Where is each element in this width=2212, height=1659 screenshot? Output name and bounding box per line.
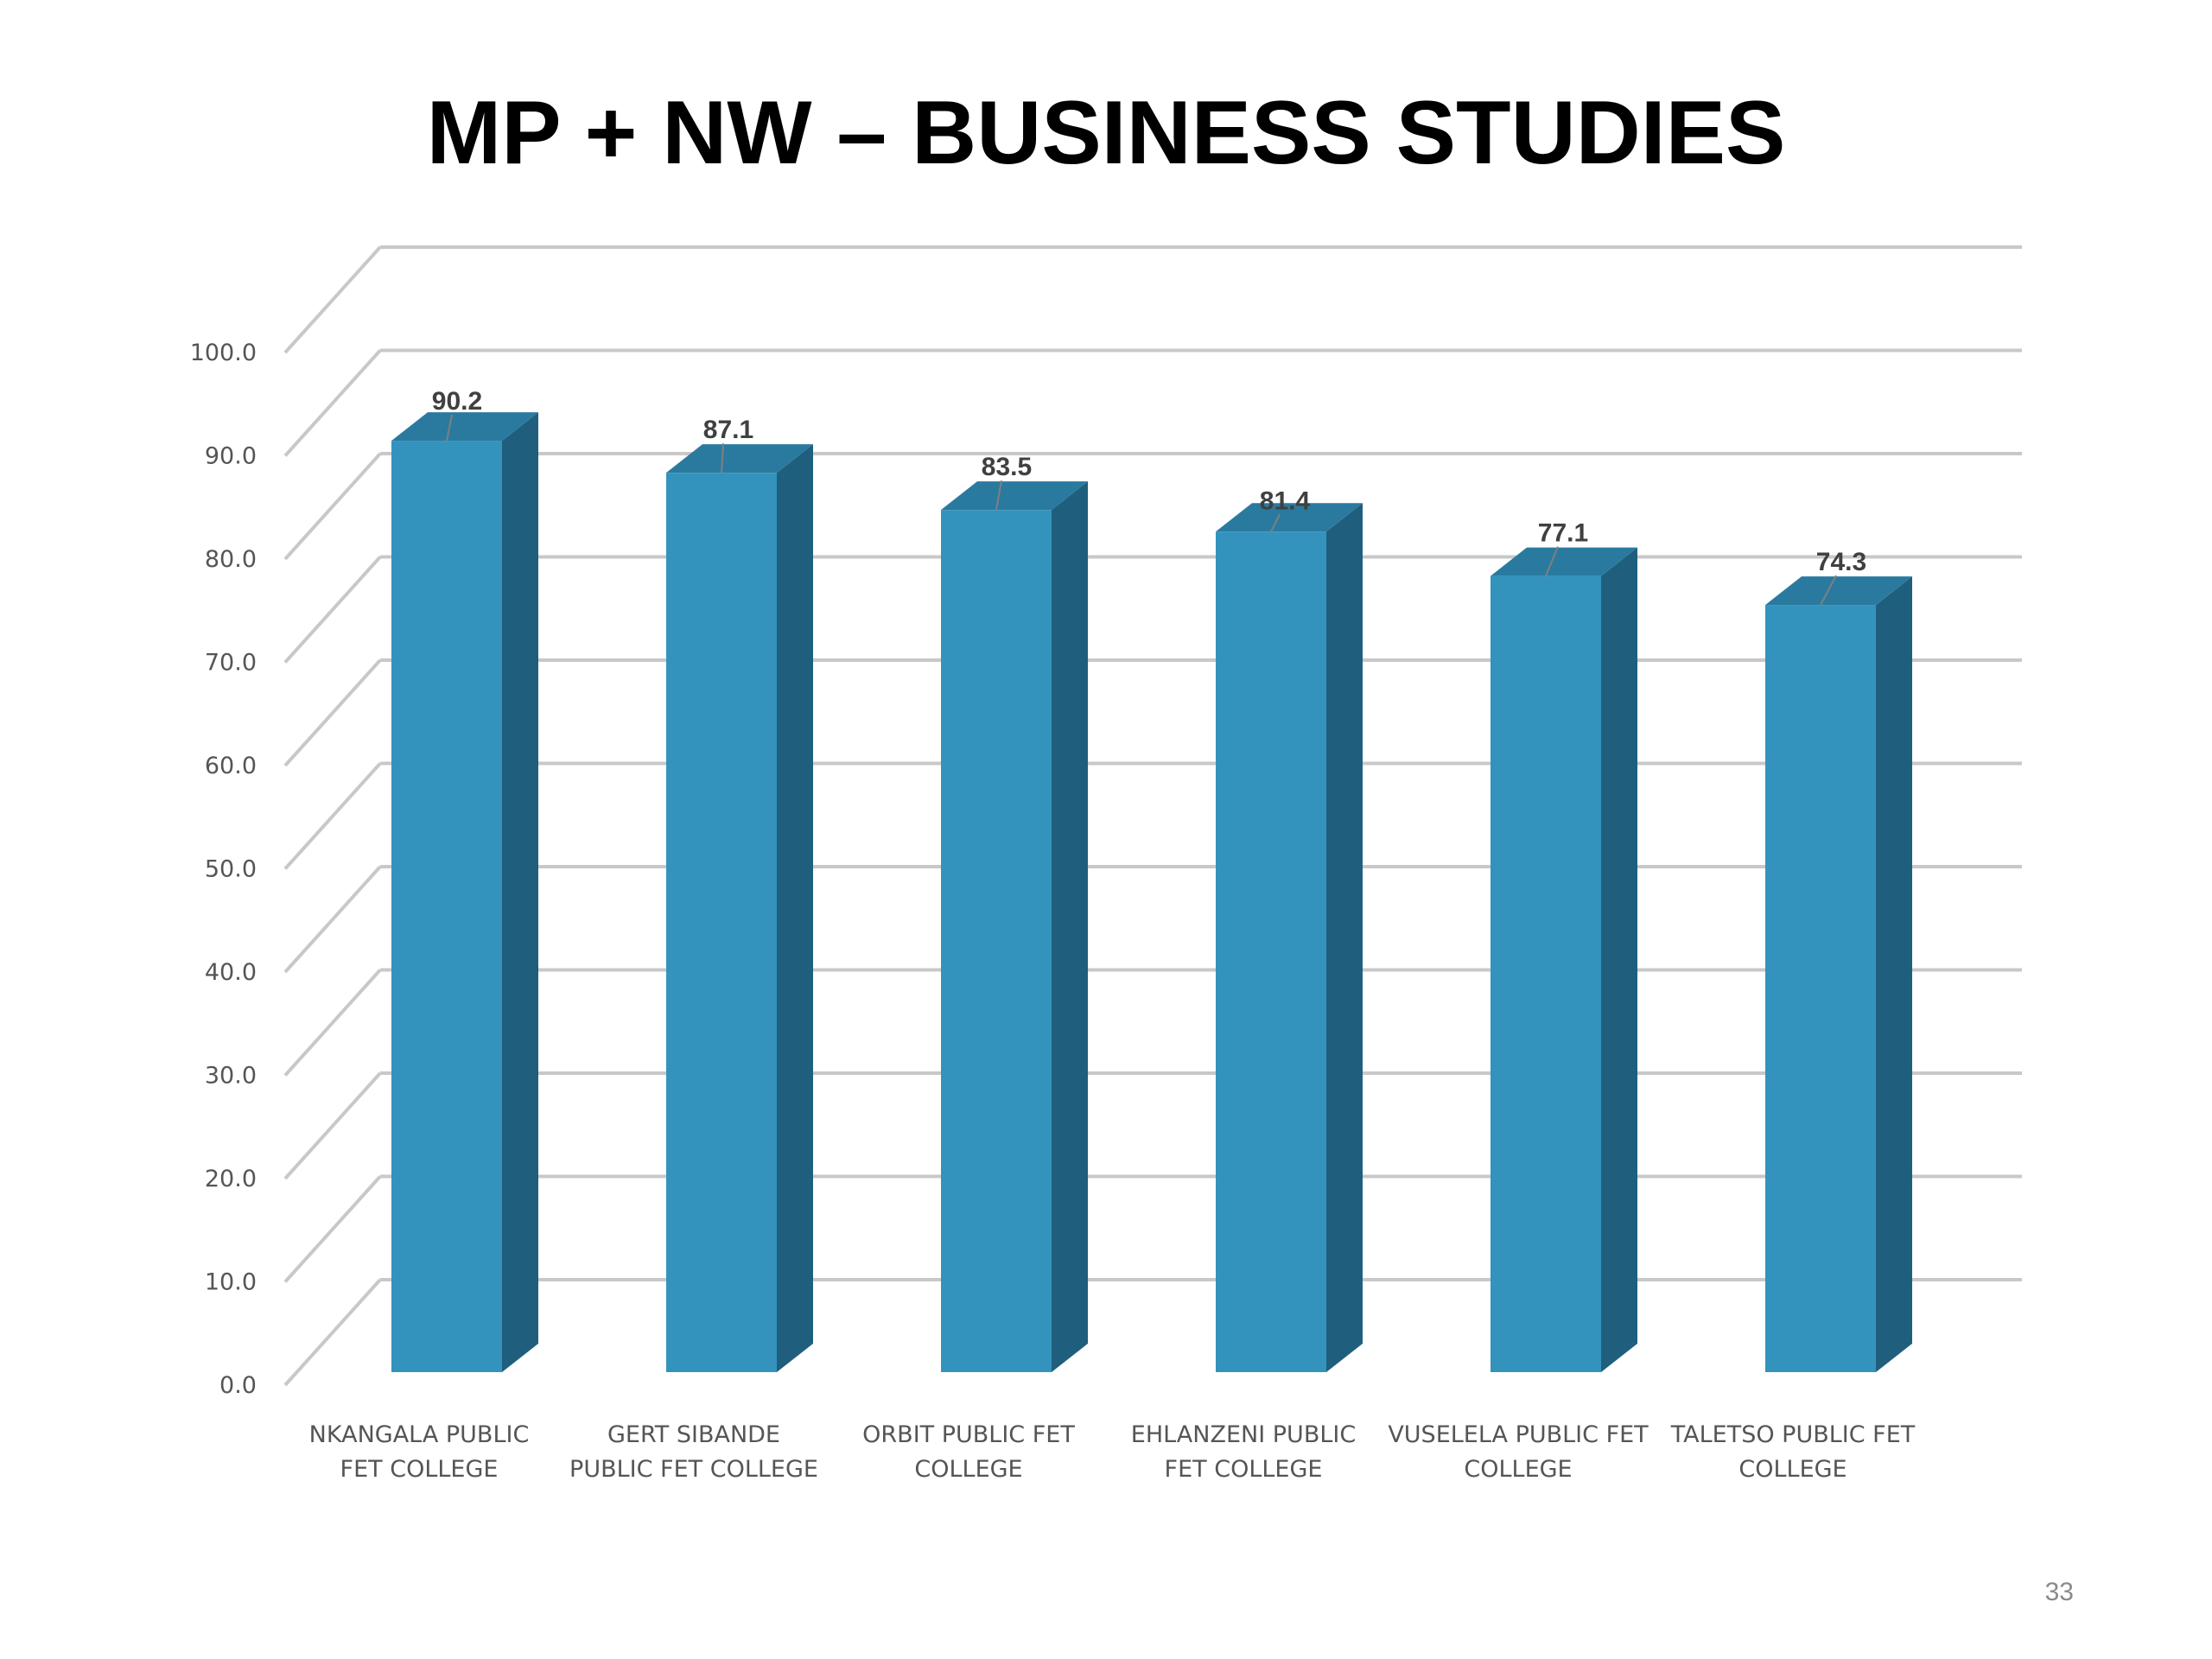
slide-title: MP + NW – BUSINESS STUDIES <box>426 83 1786 183</box>
data-label: 90.2 <box>432 387 482 416</box>
data-label: 83.5 <box>982 453 1032 481</box>
gridline-diagonal <box>283 865 382 974</box>
bar <box>941 510 1052 1372</box>
x-tick-label: NKANGALA PUBLIC <box>309 1421 530 1448</box>
x-tick-label: GERT SIBANDE <box>607 1421 780 1448</box>
y-tick-label: 60.0 <box>205 753 257 779</box>
x-tick-label: PUBLIC FET COLLEGE <box>569 1456 818 1483</box>
data-label-leader <box>1820 575 1837 606</box>
data-label-leader <box>1545 546 1559 577</box>
bars <box>391 412 1912 1372</box>
data-label-leader <box>446 414 453 442</box>
bar-side <box>777 444 813 1372</box>
x-tick-label: ORBIT PUBLIC FET <box>862 1421 1075 1448</box>
gridline-diagonal <box>283 452 382 561</box>
gridline-diagonal <box>283 245 382 354</box>
bar-top <box>1216 503 1363 532</box>
gridline-diagonal <box>283 762 382 870</box>
y-tick-label: 90.0 <box>205 443 257 470</box>
x-tick-label: COLLEGE <box>1464 1456 1572 1483</box>
gridline-diagonal <box>283 349 382 457</box>
y-tick-label: 30.0 <box>205 1063 257 1090</box>
y-tick-label: 100.0 <box>190 340 257 366</box>
gridline-diagonal <box>283 658 382 767</box>
data-label-leader <box>995 480 1002 511</box>
x-tick-label: VUSELELA PUBLIC FET <box>1388 1421 1649 1448</box>
bar-side <box>1601 547 1637 1372</box>
data-labels: 90.2 87.1 83.5 81.4 77.1 74.3 <box>432 387 1866 606</box>
bar <box>666 473 777 1372</box>
data-label-leader <box>721 443 724 474</box>
x-tick-label: EHLANZENI PUBLIC <box>1131 1421 1356 1448</box>
x-tick-label: FET COLLEGE <box>340 1456 499 1483</box>
gridline-diagonal <box>283 969 382 1077</box>
gridline-diagonal <box>283 1071 382 1180</box>
bar <box>391 441 502 1372</box>
bar <box>1765 605 1876 1372</box>
x-tick-label: TALETSO PUBLIC FET <box>1670 1421 1916 1448</box>
gridline-diagonal <box>283 1175 382 1283</box>
y-tick-label: 0.0 <box>219 1372 257 1399</box>
bar <box>1491 575 1601 1372</box>
y-tick-label: 10.0 <box>205 1269 257 1296</box>
bar-top <box>391 412 538 442</box>
bar-side <box>1876 576 1912 1372</box>
gridline-diagonal <box>283 1278 382 1387</box>
gridlines <box>283 245 2022 1387</box>
bar-top <box>1491 547 1637 576</box>
x-tick-label: COLLEGE <box>1738 1456 1847 1483</box>
y-tick-label: 70.0 <box>205 650 257 677</box>
gridline-diagonal <box>283 556 382 664</box>
data-label-leader <box>1270 513 1281 532</box>
page-number: 33 <box>2044 1578 2074 1606</box>
data-label: 81.4 <box>1260 486 1311 515</box>
x-tick-label: COLLEGE <box>914 1456 1022 1483</box>
y-tick-label: 40.0 <box>205 959 257 986</box>
bar-side <box>1326 503 1363 1372</box>
data-label: 77.1 <box>1538 519 1588 548</box>
x-tick-label: FET COLLEGE <box>1165 1456 1323 1483</box>
y-tick-label: 80.0 <box>205 546 257 573</box>
y-axis-ticks: 0.0 10.0 20.0 30.0 40.0 50.0 60.0 70.0 80.0 90.0 1… <box>190 340 257 1399</box>
y-tick-label: 50.0 <box>205 856 257 883</box>
bar-top <box>941 481 1088 511</box>
y-tick-label: 20.0 <box>205 1166 257 1192</box>
x-axis-labels: NKANGALA PUBLIC FET COLLEGE GERT SIBANDE PU… <box>309 1421 1916 1483</box>
bar-top <box>666 444 813 474</box>
bar-top <box>1765 576 1912 606</box>
data-label: 87.1 <box>703 416 753 444</box>
bar-side <box>502 412 538 1372</box>
bar-side <box>1052 481 1088 1372</box>
bar <box>1216 531 1326 1372</box>
data-label: 74.3 <box>1816 548 1866 576</box>
